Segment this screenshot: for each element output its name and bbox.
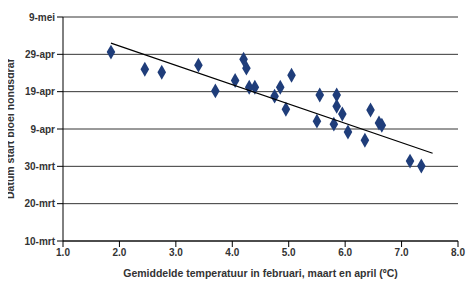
svg-text:10-mrt: 10-mrt <box>24 236 55 247</box>
svg-text:Datum start bloei hondsdraf: Datum start bloei hondsdraf <box>8 58 16 199</box>
svg-text:9-mei: 9-mei <box>29 12 55 23</box>
svg-text:7.0: 7.0 <box>395 247 409 258</box>
svg-text:1.0: 1.0 <box>56 247 70 258</box>
svg-text:9-apr: 9-apr <box>31 124 56 135</box>
svg-text:29-apr: 29-apr <box>25 49 55 60</box>
svg-text:5.0: 5.0 <box>282 247 296 258</box>
svg-text:2.0: 2.0 <box>112 247 126 258</box>
svg-text:30-mrt: 30-mrt <box>24 161 55 172</box>
svg-text:19-apr: 19-apr <box>25 86 55 97</box>
svg-text:3.0: 3.0 <box>169 247 183 258</box>
svg-text:8.0: 8.0 <box>451 247 465 258</box>
svg-text:6.0: 6.0 <box>338 247 352 258</box>
svg-text:4.0: 4.0 <box>225 247 239 258</box>
svg-text:20-mrt: 20-mrt <box>24 198 55 209</box>
svg-text:Gemiddelde temperatuur in febr: Gemiddelde temperatuur in februari, maar… <box>123 267 398 279</box>
